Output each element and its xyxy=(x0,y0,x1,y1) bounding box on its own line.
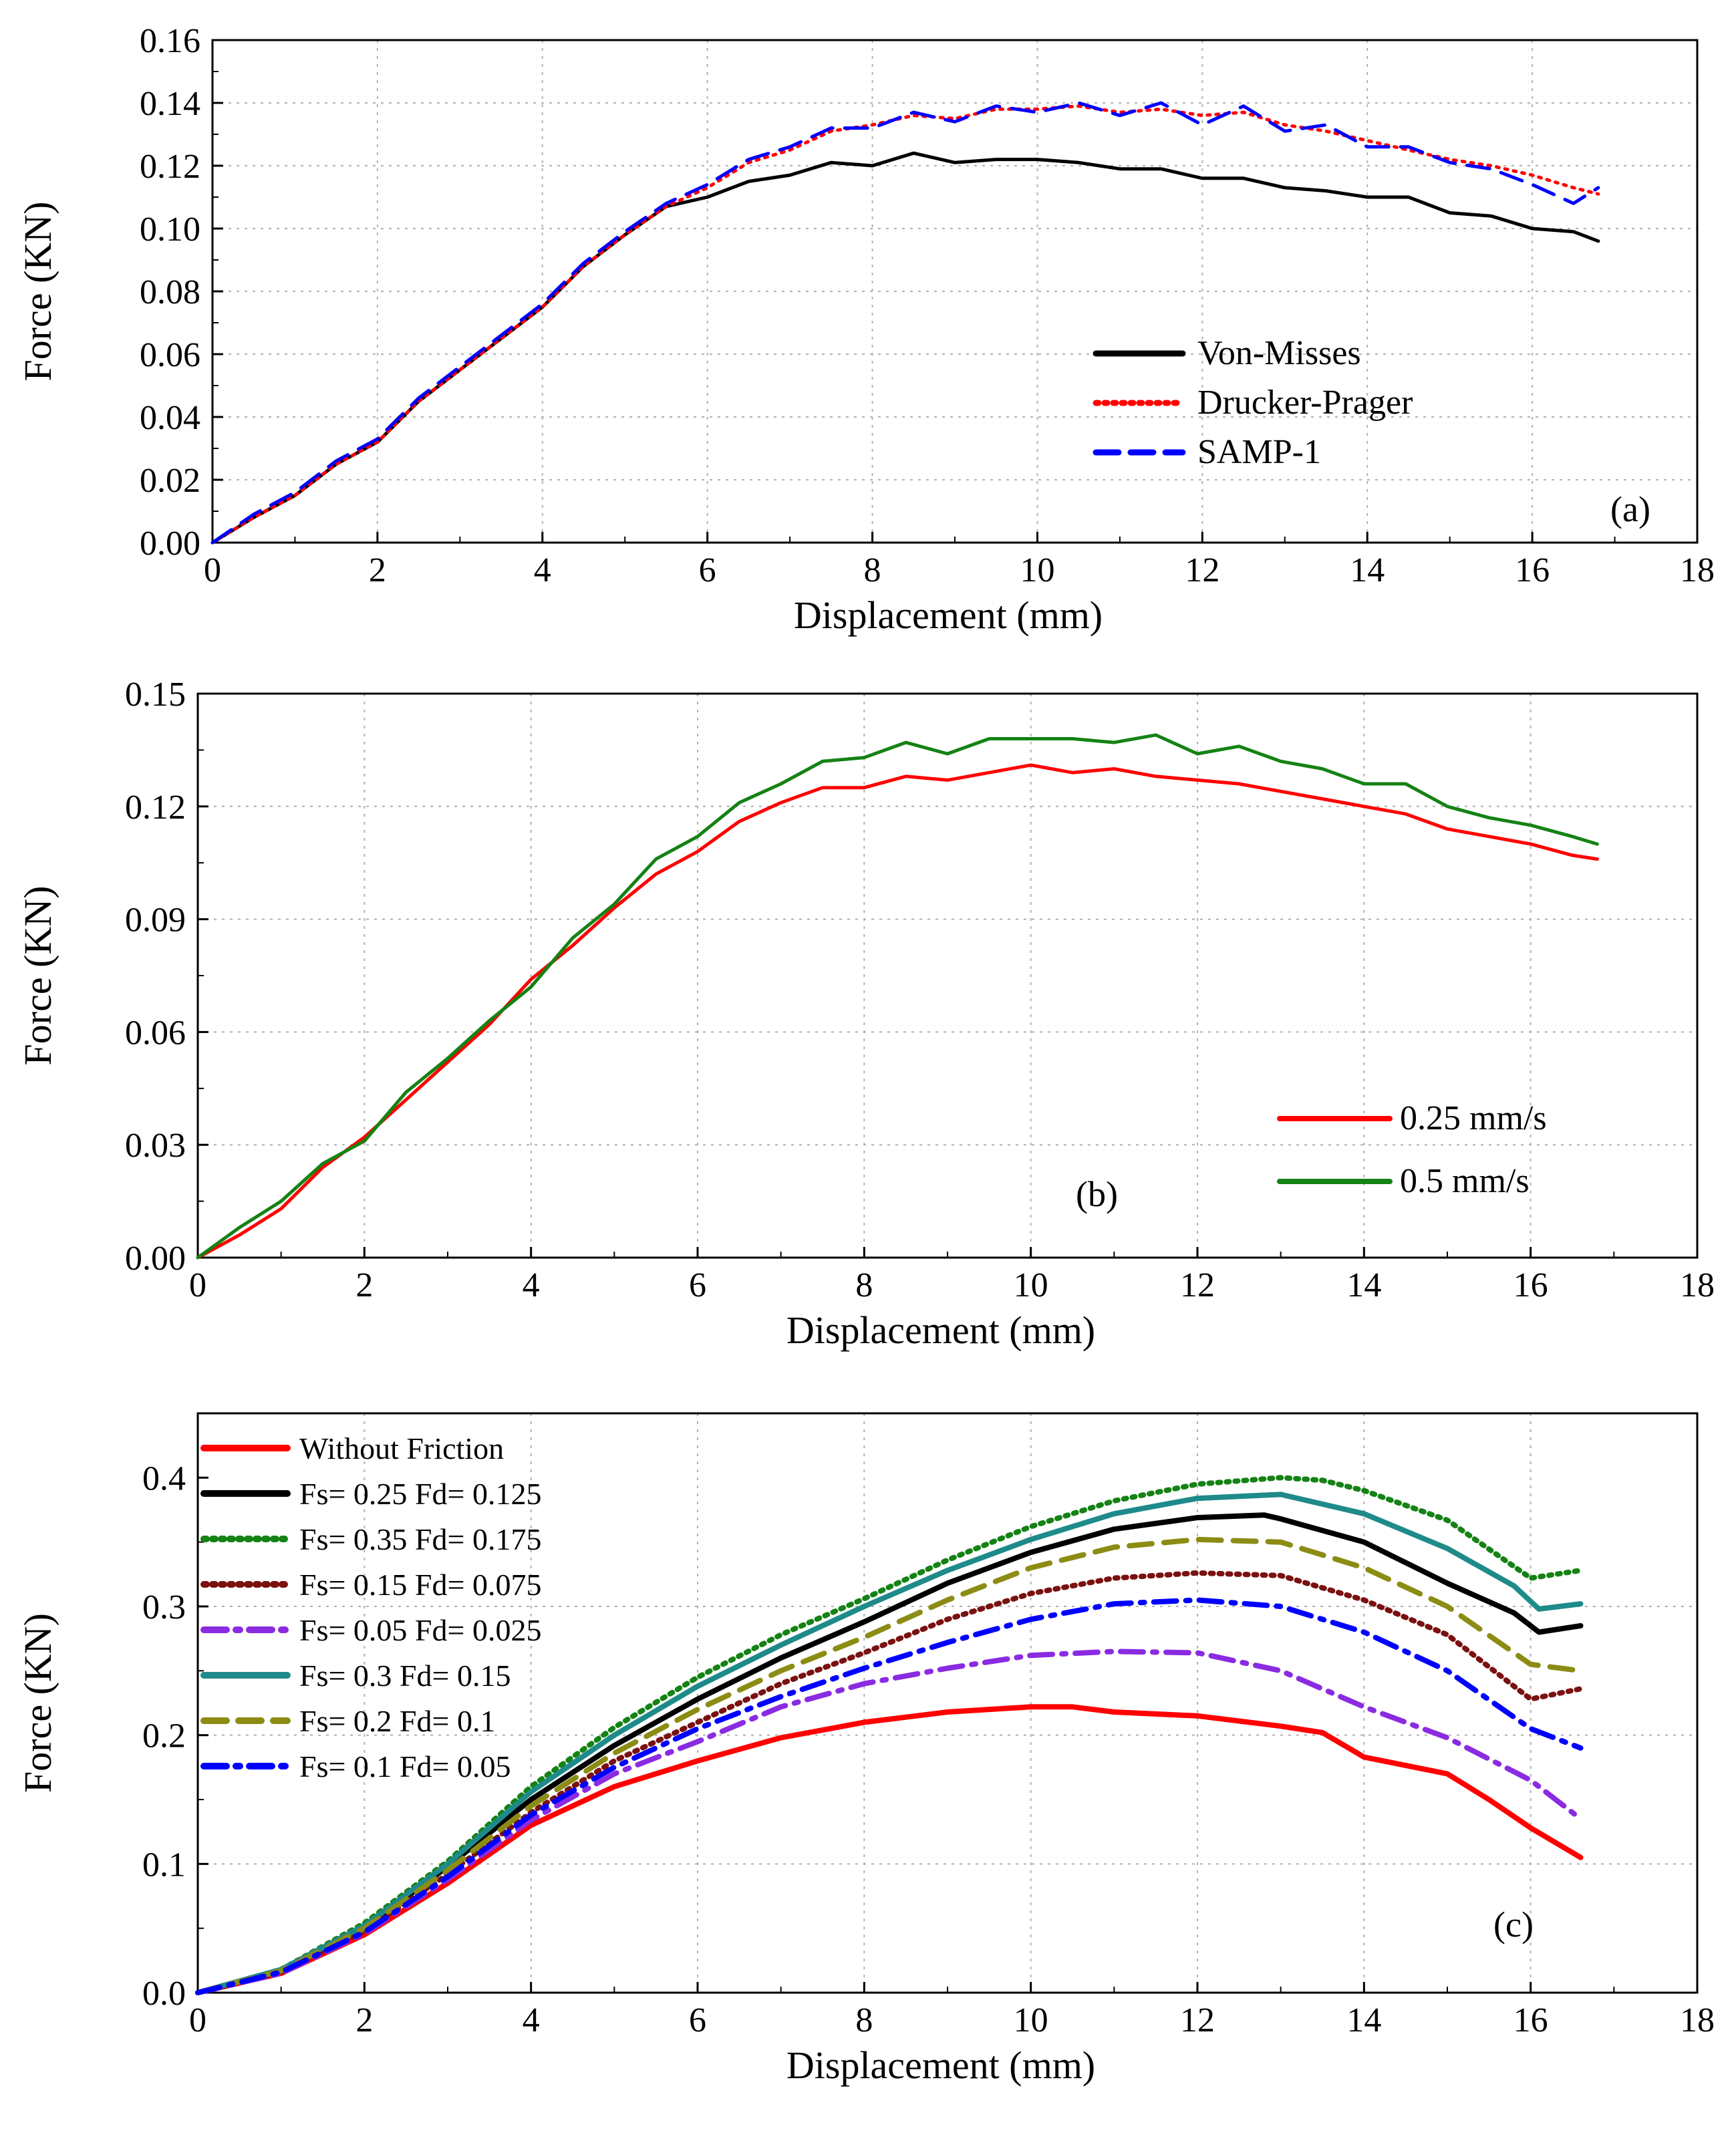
x-tick-label: 16 xyxy=(1513,1266,1548,1304)
x-tick-label: 4 xyxy=(523,1266,540,1304)
legend-label-7: Fs= 0.2 Fd= 0.1 xyxy=(299,1704,495,1738)
series-line-2 xyxy=(196,733,1599,1260)
panel-label: (b) xyxy=(1076,1174,1118,1214)
y-tick-label: 0.0 xyxy=(142,1975,186,2013)
x-tick-label: 6 xyxy=(689,1266,706,1304)
x-tick-label: 14 xyxy=(1350,551,1385,589)
x-tick-label: 0 xyxy=(204,551,221,589)
y-tick-label: 0.12 xyxy=(125,789,186,827)
legend-label-3: SAMP-1 xyxy=(1197,433,1321,471)
x-axis-title: Displacement (mm) xyxy=(794,593,1103,637)
y-tick-label: 0.02 xyxy=(140,462,200,500)
legend-label-6: Fs= 0.3 Fd= 0.15 xyxy=(299,1659,511,1693)
series-line-1 xyxy=(210,151,1600,545)
y-tick-label: 0.15 xyxy=(125,676,186,714)
legend-label-2: 0.5 mm/s xyxy=(1400,1162,1530,1200)
x-tick-label: 18 xyxy=(1680,1266,1715,1304)
series-line-2 xyxy=(210,104,1600,545)
y-tick-label: 0.09 xyxy=(125,901,186,940)
plot-frame xyxy=(211,39,1699,544)
legend-label-5: Fs= 0.05 Fd= 0.025 xyxy=(299,1613,541,1647)
y-tick-label: 0.03 xyxy=(125,1127,186,1165)
y-tick-label: 0.10 xyxy=(140,210,200,249)
series-line-3 xyxy=(210,101,1600,545)
y-tick-label: 0.00 xyxy=(125,1240,186,1278)
y-tick-label: 0.14 xyxy=(140,85,200,123)
x-tick-label: 8 xyxy=(855,2001,873,2039)
x-tick-label: 10 xyxy=(1014,1266,1048,1304)
legend-label-2: Drucker-Prager xyxy=(1197,384,1413,422)
y-tick-label: 0.16 xyxy=(140,22,200,60)
chart-panel-2: 0 2 4 6 8 10 12 14 16 18 0.00 0.03 0.06 0.09 0.12 0.15 D… xyxy=(16,676,1715,1352)
series-line-8 xyxy=(195,1597,1584,1995)
x-axis-title: Displacement (mm) xyxy=(786,1308,1095,1352)
x-tick-label: 14 xyxy=(1346,1266,1381,1304)
x-tick-label: 2 xyxy=(369,551,386,589)
y-tick-label: 0.04 xyxy=(140,399,200,437)
x-tick-label: 10 xyxy=(1014,2001,1048,2039)
panel-label: (c) xyxy=(1493,1904,1534,1945)
y-tick-label: 0.06 xyxy=(125,1014,186,1052)
series-line-1 xyxy=(195,1704,1584,1995)
y-tick-label: 0.06 xyxy=(140,336,200,374)
y-axis-title: Force (KN) xyxy=(16,1613,59,1793)
legend-label-3: Fs= 0.35 Fd= 0.175 xyxy=(299,1522,541,1556)
chart-panel-3: 0 2 4 6 8 10 12 14 16 18 0.0 0.1 0.2 0.3 0.4 Displaceme… xyxy=(16,1412,1715,2087)
x-tick-label: 14 xyxy=(1346,2001,1381,2039)
x-tick-label: 6 xyxy=(689,2001,706,2039)
x-tick-label: 4 xyxy=(534,551,551,589)
legend-label-1: Without Friction xyxy=(299,1431,504,1465)
series-line-1 xyxy=(196,763,1599,1260)
x-tick-label: 10 xyxy=(1020,551,1054,589)
y-tick-label: 0.00 xyxy=(140,525,200,563)
x-tick-label: 2 xyxy=(355,2001,373,2039)
x-tick-label: 12 xyxy=(1180,1266,1215,1304)
legend-label-8: Fs= 0.1 Fd= 0.05 xyxy=(299,1749,511,1784)
y-axis-title: Force (KN) xyxy=(16,886,59,1066)
series-line-5 xyxy=(195,1649,1584,1995)
y-tick-label: 0.08 xyxy=(140,273,200,311)
series-line-7 xyxy=(195,1536,1584,1995)
x-axis-title: Displacement (mm) xyxy=(786,2043,1095,2087)
series-line-6 xyxy=(195,1491,1584,1995)
x-tick-label: 0 xyxy=(189,1266,206,1304)
legend-label-2: Fs= 0.25 Fd= 0.125 xyxy=(299,1477,541,1511)
x-tick-label: 6 xyxy=(699,551,716,589)
legend-label-1: Von-Misses xyxy=(1197,334,1361,372)
chart-panel-1: 0 2 4 6 8 10 12 14 16 18 0.00 0.02 0.04 0.06 0.08 0.10 0… xyxy=(16,22,1715,637)
x-tick-label: 2 xyxy=(355,1266,373,1304)
x-tick-label: 16 xyxy=(1515,551,1550,589)
x-tick-label: 12 xyxy=(1180,2001,1215,2039)
y-axis-title: Force (KN) xyxy=(16,202,59,382)
x-tick-label: 8 xyxy=(864,551,881,589)
y-tick-label: 0.3 xyxy=(142,1588,186,1626)
y-tick-label: 0.1 xyxy=(142,1846,186,1884)
x-tick-label: 0 xyxy=(189,2001,206,2039)
panel-label: (a) xyxy=(1610,489,1650,529)
y-tick-label: 0.2 xyxy=(142,1717,186,1755)
legend-label-4: Fs= 0.15 Fd= 0.075 xyxy=(299,1568,541,1602)
x-tick-label: 4 xyxy=(523,2001,540,2039)
legend-label-1: 0.25 mm/s xyxy=(1400,1099,1547,1137)
x-tick-label: 16 xyxy=(1513,2001,1548,2039)
x-tick-label: 18 xyxy=(1680,2001,1715,2039)
x-tick-label: 12 xyxy=(1185,551,1219,589)
x-tick-label: 18 xyxy=(1680,551,1715,589)
y-tick-label: 0.4 xyxy=(142,1459,186,1498)
y-tick-label: 0.12 xyxy=(140,148,200,186)
x-tick-label: 8 xyxy=(855,1266,873,1304)
